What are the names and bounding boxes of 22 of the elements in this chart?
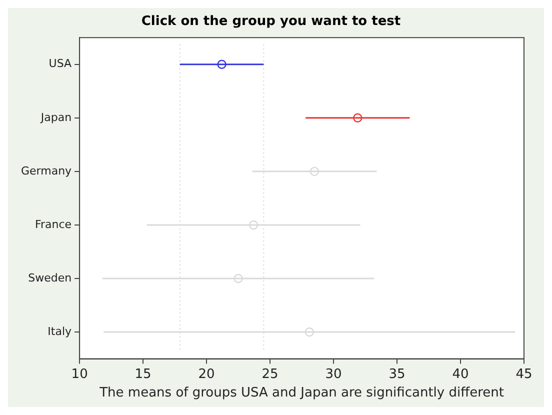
y-tick-label: Japan bbox=[40, 110, 72, 124]
point bbox=[353, 113, 362, 122]
x-tick-label: 45 bbox=[516, 366, 532, 382]
y-tick-label: Germany bbox=[20, 164, 72, 178]
y-tick-label: USA bbox=[48, 57, 72, 70]
x-tick-label: 20 bbox=[198, 366, 215, 382]
y-tick-label: France bbox=[34, 218, 72, 231]
y-tick-label: Sweden bbox=[28, 271, 72, 284]
chart-title: Click on the group you want to test bbox=[141, 14, 401, 30]
x-tick-label: 15 bbox=[134, 366, 152, 382]
x-axis-title: The means of groups USA and Japan are significantly different bbox=[98, 386, 504, 401]
y-tick-label: Italy bbox=[48, 324, 72, 338]
x-tick-label: 35 bbox=[388, 366, 406, 382]
x-tick-label: 30 bbox=[325, 366, 342, 382]
point bbox=[234, 274, 243, 284]
x-tick-label: 10 bbox=[71, 366, 88, 382]
point bbox=[310, 166, 320, 176]
x-tick-label: 25 bbox=[262, 366, 278, 382]
x-tick-label: 40 bbox=[452, 366, 469, 382]
point bbox=[248, 220, 258, 230]
point bbox=[304, 327, 314, 337]
point bbox=[217, 60, 226, 69]
